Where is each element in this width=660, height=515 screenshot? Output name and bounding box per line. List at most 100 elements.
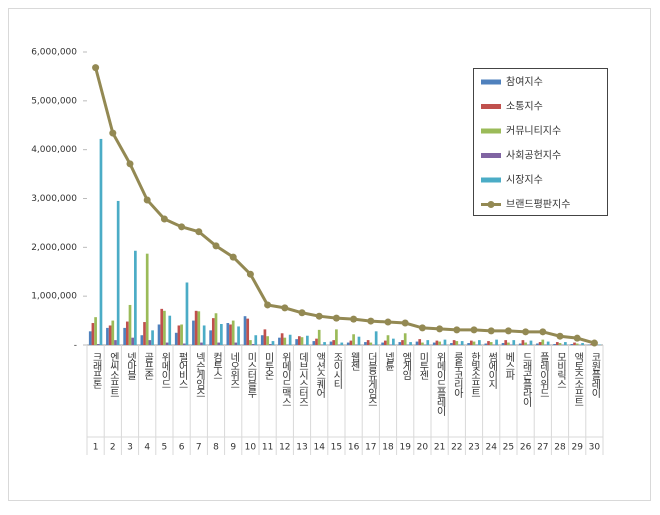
line-marker xyxy=(333,315,340,322)
rank-label: 9 xyxy=(230,443,236,453)
bar xyxy=(295,339,298,345)
legend-label: 커뮤니티지수 xyxy=(506,125,561,137)
legend-label: 사회공헌지수 xyxy=(506,150,561,162)
bar xyxy=(438,342,441,345)
bar xyxy=(197,311,200,345)
x-tick-label: 골프존 xyxy=(142,352,154,380)
legend-box xyxy=(474,69,608,216)
bar xyxy=(315,339,318,345)
bar xyxy=(556,342,559,345)
bar xyxy=(358,337,361,345)
line-marker xyxy=(471,326,478,333)
bar xyxy=(332,340,335,345)
bar xyxy=(175,333,178,345)
bar xyxy=(220,324,223,345)
bar xyxy=(541,340,544,345)
y-tick-label: 4,000,000 xyxy=(31,145,77,155)
line-marker xyxy=(385,319,392,326)
bar xyxy=(433,343,436,345)
rank-label: 16 xyxy=(348,443,360,453)
bar xyxy=(392,339,395,345)
x-tick-label: 한빛소프트 xyxy=(469,352,481,397)
bar xyxy=(114,340,117,345)
x-tick-label: 액토즈소프트 xyxy=(572,352,584,406)
bar xyxy=(232,321,235,345)
bar xyxy=(453,340,456,345)
bar xyxy=(519,344,522,345)
bar xyxy=(217,343,220,345)
rank-label: 18 xyxy=(382,443,394,453)
y-tick-label: 1,000,000 xyxy=(31,292,77,302)
x-tick-label: 넵튠 xyxy=(383,352,395,371)
rank-label: 29 xyxy=(571,443,583,453)
legend-marker xyxy=(488,201,495,208)
bar xyxy=(215,313,218,345)
bar xyxy=(134,251,137,345)
rank-label: 22 xyxy=(451,443,462,453)
legend-label: 소통지수 xyxy=(506,101,543,113)
x-tick-label: 네오위즈 xyxy=(228,352,240,388)
x-tick-label: 룽투코리아 xyxy=(451,352,463,399)
x-tick-label: 펄어비스 xyxy=(176,352,188,388)
x-tick-label: 미투온 xyxy=(262,352,274,380)
bar xyxy=(347,343,350,345)
line-marker xyxy=(299,309,306,316)
bar xyxy=(160,309,163,345)
x-tick-label: 코원플레이 xyxy=(589,352,601,399)
line-marker xyxy=(522,328,529,335)
rank-label: 17 xyxy=(365,443,376,453)
bar xyxy=(111,321,114,345)
bar xyxy=(547,342,550,345)
rank-label: 25 xyxy=(503,443,514,453)
bar xyxy=(203,325,206,345)
bar xyxy=(369,343,372,345)
bar xyxy=(530,341,533,345)
x-tick-label: 썸에이지 xyxy=(486,352,498,390)
line-marker xyxy=(574,335,581,342)
line-marker xyxy=(402,320,409,327)
bar xyxy=(504,340,507,345)
rank-label: 12 xyxy=(279,443,290,453)
line-marker xyxy=(557,333,564,340)
bar xyxy=(254,335,257,345)
rank-label: 24 xyxy=(485,443,497,453)
bar xyxy=(478,340,481,345)
line-marker xyxy=(453,326,460,333)
bar xyxy=(97,344,100,345)
bar xyxy=(467,343,470,345)
bar xyxy=(375,331,378,345)
bar xyxy=(158,324,161,345)
bar xyxy=(106,328,109,345)
bar xyxy=(522,340,525,345)
bar xyxy=(553,344,556,345)
bar xyxy=(570,344,573,345)
bar xyxy=(573,343,576,345)
x-tick-label: 웹젠 xyxy=(348,352,360,371)
bar xyxy=(306,336,309,345)
bar xyxy=(455,341,458,345)
rank-label: 11 xyxy=(262,443,273,453)
line-marker xyxy=(505,327,512,334)
bar xyxy=(512,340,515,345)
line-marker xyxy=(144,196,151,203)
legend-label: 참여지수 xyxy=(506,76,543,88)
x-tick-label: 미스터블루 xyxy=(245,352,257,399)
bar xyxy=(140,335,143,345)
line-marker xyxy=(350,316,357,323)
rank-label: 7 xyxy=(196,443,202,453)
rank-label: 28 xyxy=(554,443,566,453)
bar xyxy=(289,335,292,345)
rank-label: 27 xyxy=(537,443,548,453)
bar xyxy=(266,336,269,345)
line-marker xyxy=(230,254,237,261)
bar xyxy=(367,340,370,345)
bar xyxy=(507,343,510,345)
x-tick-label: 드래곤플라이 xyxy=(520,352,532,408)
bar xyxy=(168,316,171,345)
x-tick-label: 위메이드플레이 xyxy=(434,351,446,417)
bar xyxy=(131,338,134,345)
rank-label: 6 xyxy=(179,443,185,453)
bar xyxy=(146,254,149,345)
bar xyxy=(151,330,154,345)
